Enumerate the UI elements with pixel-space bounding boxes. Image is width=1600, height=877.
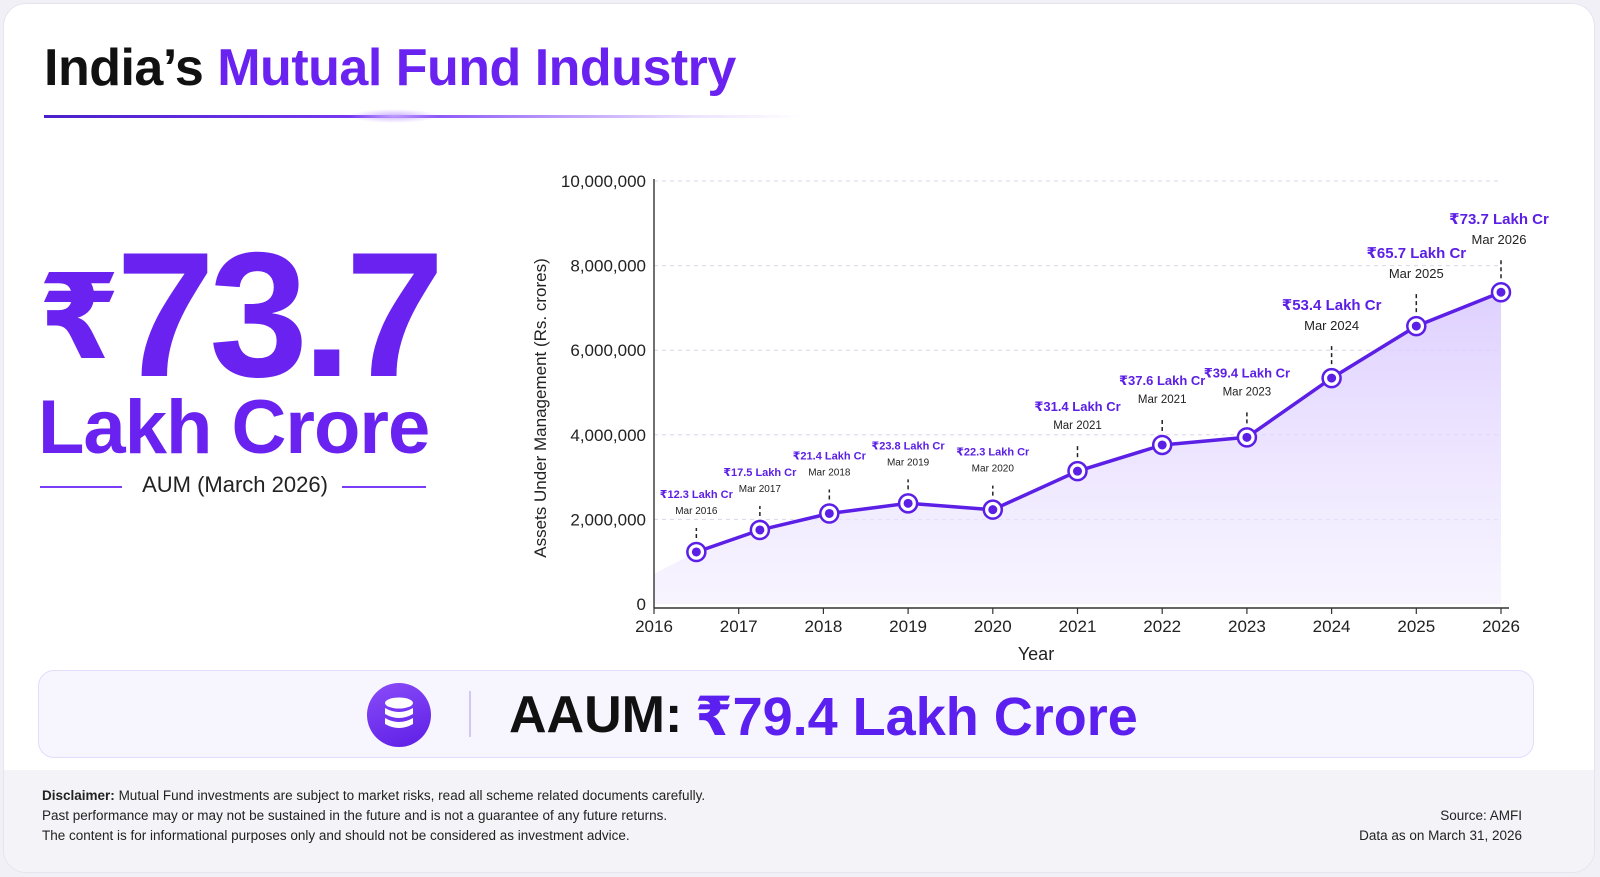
disclaimer-line-3: The content is for informational purpose… bbox=[42, 828, 630, 843]
data-point-marker-core bbox=[755, 525, 765, 535]
y-tick-label: 4,000,000 bbox=[570, 426, 646, 445]
data-point-marker-core bbox=[824, 508, 834, 518]
data-label-value: ₹17.5 Lakh Cr bbox=[723, 467, 797, 479]
data-label-date: Mar 2026 bbox=[1472, 232, 1527, 247]
chart-y-axis-title: Assets Under Management (Rs. crores) bbox=[531, 258, 550, 558]
page-title: India’s Mutual Fund Industry bbox=[44, 38, 736, 98]
chart-area-fill bbox=[654, 292, 1501, 604]
x-tick-label: 2026 bbox=[1482, 617, 1520, 636]
aaum-banner: AAUM: ₹79.4 Lakh Crore bbox=[38, 670, 1534, 758]
chart-axes bbox=[653, 179, 1509, 614]
chart-x-axis-title: Year bbox=[1018, 644, 1054, 664]
y-tick-label: 2,000,000 bbox=[570, 510, 646, 529]
data-label-value: ₹12.3 Lakh Cr bbox=[660, 489, 734, 501]
caption-rule-right bbox=[342, 486, 426, 488]
chart-tick-labels: 0 2,000,000 4,000,000 6,000,000 8,000,000 10,… bbox=[561, 172, 1520, 636]
infographic-card: India’s Mutual Fund Industry ₹73.7 Lakh … bbox=[4, 4, 1594, 872]
x-tick-label: 2016 bbox=[635, 617, 673, 636]
data-label-date: Mar 2018 bbox=[808, 467, 851, 478]
title-part-1: India’s bbox=[44, 39, 204, 97]
headline-currency: ₹ bbox=[38, 252, 120, 384]
y-tick-label: 10,000,000 bbox=[561, 172, 646, 191]
data-label-date: Mar 2024 bbox=[1304, 318, 1359, 333]
caption-rule-left bbox=[40, 486, 122, 488]
data-label-value: ₹23.8 Lakh Cr bbox=[872, 440, 946, 452]
data-date-text: Data as on March 31, 2026 bbox=[1359, 828, 1522, 843]
x-tick-label: 2023 bbox=[1228, 617, 1266, 636]
chart-data-labels: Mar 2016 ₹12.3 Lakh Cr Mar 2017 ₹17.5 Lakh … bbox=[660, 211, 1549, 538]
data-label-value: ₹31.4 Lakh Cr bbox=[1034, 399, 1120, 414]
banner-divider bbox=[469, 691, 471, 737]
data-point-marker-core bbox=[1327, 373, 1337, 383]
title-part-2: Mutual Fund Industry bbox=[217, 39, 736, 97]
data-point-marker-core bbox=[1157, 440, 1167, 450]
data-label-value: ₹37.6 Lakh Cr bbox=[1119, 373, 1205, 388]
headline-value: 73.7 bbox=[116, 215, 444, 414]
x-tick-label: 2025 bbox=[1397, 617, 1435, 636]
data-label-value: ₹39.4 Lakh Cr bbox=[1204, 365, 1290, 380]
data-point-marker-core bbox=[1496, 287, 1506, 297]
data-point-marker-core bbox=[691, 547, 701, 557]
data-label-value: ₹22.3 Lakh Cr bbox=[956, 447, 1030, 459]
disclaimer-line-1: Mutual Fund investments are subject to m… bbox=[118, 788, 706, 803]
data-label-value: ₹21.4 Lakh Cr bbox=[793, 450, 867, 462]
y-tick-label: 8,000,000 bbox=[570, 257, 646, 276]
disclaimer-line-2: Past performance may or may not be susta… bbox=[42, 808, 668, 823]
disclaimer-label: Disclaimer: bbox=[42, 788, 115, 803]
footer: Disclaimer: Mutual Fund investments are … bbox=[4, 770, 1594, 872]
x-tick-label: 2019 bbox=[889, 617, 927, 636]
aaum-label: AAUM: bbox=[509, 686, 683, 744]
disclaimer: Disclaimer: Mutual Fund investments are … bbox=[42, 786, 705, 846]
x-tick-label: 2022 bbox=[1143, 617, 1181, 636]
data-label-value: ₹73.7 Lakh Cr bbox=[1449, 211, 1549, 228]
data-label-date: Mar 2019 bbox=[887, 457, 930, 468]
chart-markers bbox=[686, 281, 1512, 563]
source-info: Source: AMFI Data as on March 31, 2026 bbox=[1359, 806, 1522, 846]
x-tick-label: 2017 bbox=[720, 617, 758, 636]
source-text: Source: AMFI bbox=[1440, 808, 1522, 823]
data-label-date: Mar 2021 bbox=[1053, 420, 1102, 432]
data-label-date: Mar 2020 bbox=[972, 464, 1015, 475]
x-tick-label: 2018 bbox=[804, 617, 842, 636]
aum-area-chart: Mar 2016 ₹12.3 Lakh Cr Mar 2017 ₹17.5 Lakh … bbox=[531, 172, 1549, 664]
database-icon bbox=[367, 683, 431, 747]
headline-caption: AUM (March 2026) bbox=[142, 472, 328, 497]
data-label-date: Mar 2025 bbox=[1389, 266, 1444, 281]
headline-aum: ₹73.7 bbox=[38, 226, 445, 404]
data-label-value: ₹65.7 Lakh Cr bbox=[1366, 245, 1466, 262]
data-label-value: ₹53.4 Lakh Cr bbox=[1282, 297, 1382, 314]
data-label-date: Mar 2023 bbox=[1223, 386, 1272, 398]
data-point-marker-core bbox=[1411, 321, 1421, 331]
x-tick-label: 2021 bbox=[1059, 617, 1097, 636]
data-point-marker-core bbox=[988, 505, 998, 515]
data-label-date: Mar 2021 bbox=[1138, 394, 1187, 406]
x-tick-label: 2020 bbox=[974, 617, 1012, 636]
data-point-marker-core bbox=[1073, 466, 1082, 476]
y-tick-label: 6,000,000 bbox=[570, 341, 646, 360]
data-point-marker-core bbox=[903, 498, 913, 508]
y-tick-label: 0 bbox=[637, 595, 646, 614]
data-label-date: Mar 2016 bbox=[675, 506, 718, 517]
headline-unit: Lakh Crore bbox=[38, 385, 430, 470]
title-underline-glow bbox=[349, 109, 439, 123]
data-point-marker-core bbox=[1242, 432, 1252, 442]
data-label-date: Mar 2017 bbox=[739, 484, 782, 495]
x-tick-label: 2024 bbox=[1313, 617, 1351, 636]
aaum-value: ₹79.4 Lakh Crore bbox=[695, 687, 1138, 747]
